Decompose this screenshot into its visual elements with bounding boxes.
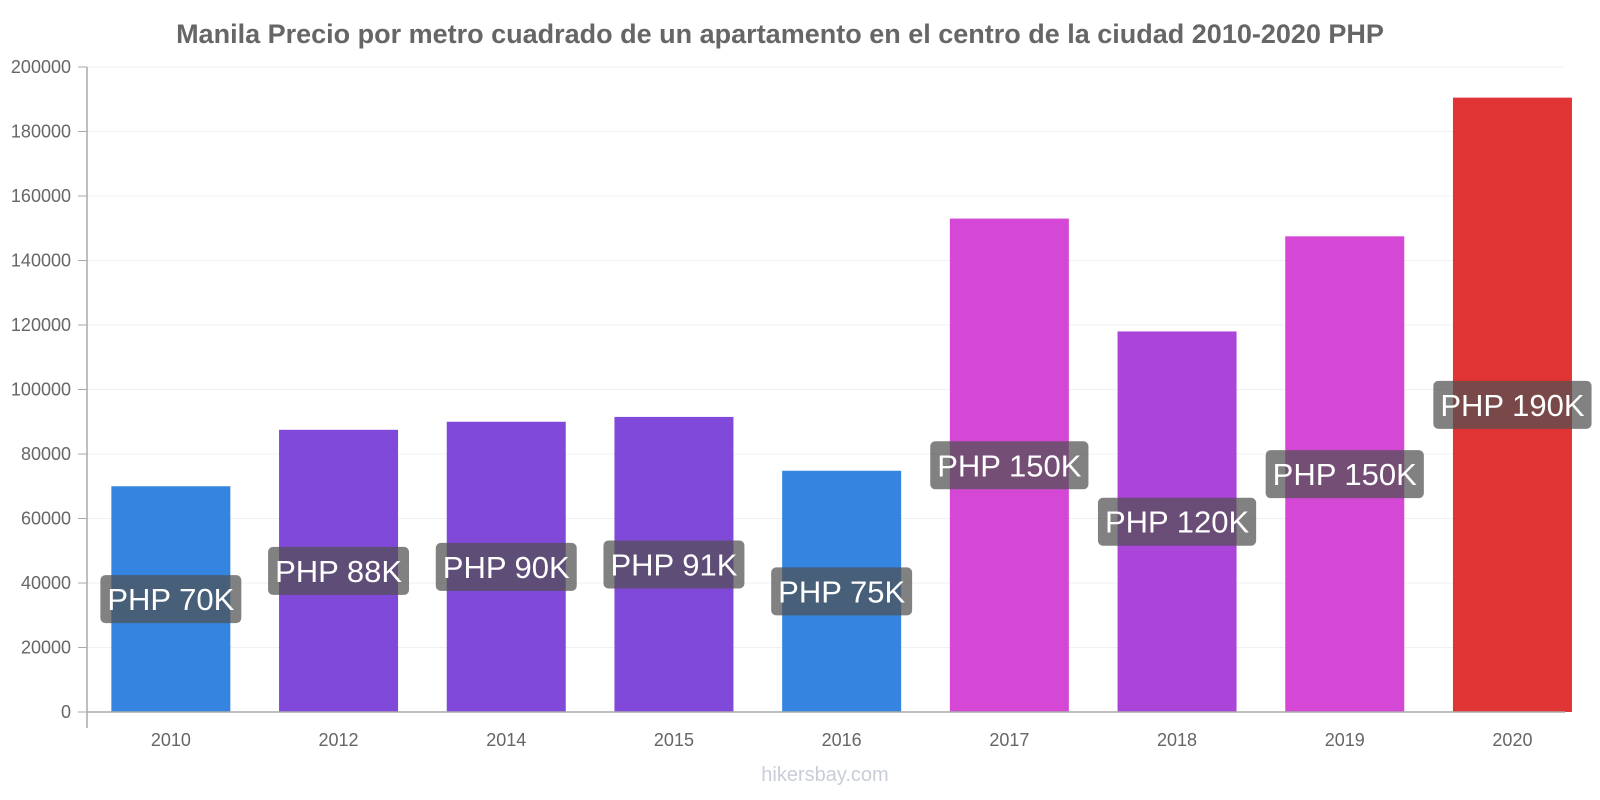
data-label-text: PHP 90K (443, 550, 570, 585)
x-tick-label: 2014 (486, 730, 526, 750)
y-tick-label: 60000 (21, 509, 71, 529)
y-tick-label: 80000 (21, 444, 71, 464)
data-label-text: PHP 75K (778, 574, 905, 609)
data-label-box (268, 546, 410, 595)
data-label-text: PHP 150K (1273, 457, 1418, 492)
x-tick-label: 2012 (319, 730, 359, 750)
data-label-box (1097, 497, 1257, 546)
x-ticks: 2010 2012 2014 2015 2016 2017 2018 2019 2020 (151, 730, 1533, 750)
data-label: PHP 90K (435, 542, 577, 591)
watermark: hikersbay.com (761, 764, 888, 786)
data-label: PHP 88K (268, 546, 410, 595)
data-label-text: PHP 70K (107, 582, 234, 617)
axes (86, 67, 1565, 728)
y-tick-label: 140000 (11, 251, 71, 271)
data-label: PHP 150K (930, 441, 1089, 490)
x-tick-label: 2010 (151, 730, 191, 750)
y-ticks: 0 20000 40000 60000 80000 100000 120000 140000 1… (11, 57, 87, 722)
data-label: PHP 120K (1097, 497, 1257, 546)
x-tick-label: 2019 (1325, 730, 1365, 750)
data-labels: PHP 70K PHP 88K PHP 90K PHP 91K PHP 75K PHP 1… (100, 380, 1592, 624)
data-label: PHP 91K (603, 540, 745, 589)
chart-title: Manila Precio por metro cuadrado de un a… (176, 19, 1384, 49)
data-label-text: PHP 88K (275, 554, 402, 589)
x-tick-label: 2017 (989, 730, 1029, 750)
data-label-box (930, 441, 1089, 490)
data-label-text: PHP 120K (1105, 505, 1250, 540)
data-label-text: PHP 190K (1440, 388, 1585, 423)
data-label: PHP 70K (100, 575, 242, 624)
y-tick-label: 20000 (21, 638, 71, 658)
y-tick-label: 180000 (11, 122, 71, 142)
x-tick-label: 2016 (822, 730, 862, 750)
data-label-box (435, 542, 577, 591)
bars (111, 97, 1572, 712)
x-tick-label: 2020 (1492, 730, 1532, 750)
y-tick-label: 120000 (11, 315, 71, 335)
data-label-box (771, 567, 913, 616)
y-tick-label: 200000 (11, 57, 71, 77)
y-tick-label: 100000 (11, 380, 71, 400)
data-label: PHP 190K (1433, 380, 1592, 429)
data-label-box (603, 540, 745, 589)
data-label-box (1433, 380, 1592, 429)
data-label-text: PHP 150K (937, 448, 1082, 483)
data-label: PHP 75K (771, 567, 913, 616)
y-tick-label: 0 (61, 702, 71, 722)
data-label-box (100, 575, 242, 624)
y-tick-label: 40000 (21, 573, 71, 593)
y-tick-label: 160000 (11, 186, 71, 206)
data-label-box (1265, 450, 1424, 499)
data-label-text: PHP 91K (610, 547, 737, 582)
data-label: PHP 150K (1265, 450, 1424, 499)
x-tick-label: 2015 (654, 730, 694, 750)
x-tick-label: 2018 (1157, 730, 1197, 750)
